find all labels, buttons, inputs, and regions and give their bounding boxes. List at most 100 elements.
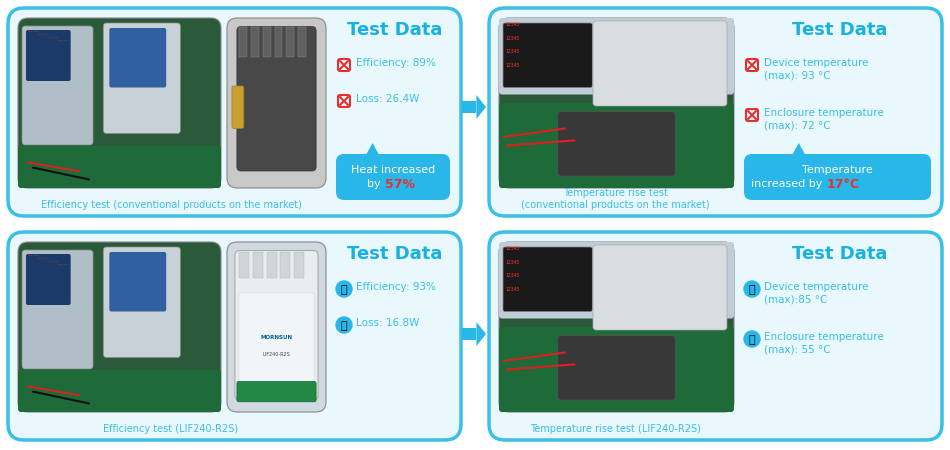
Text: by: by [367, 179, 384, 189]
FancyBboxPatch shape [593, 21, 727, 106]
Text: Efficiency test (LIF240-R2S): Efficiency test (LIF240-R2S) [104, 424, 238, 434]
Text: (max): 93 °C: (max): 93 °C [764, 71, 830, 81]
FancyBboxPatch shape [22, 250, 93, 369]
FancyBboxPatch shape [499, 242, 734, 319]
FancyBboxPatch shape [18, 242, 221, 412]
FancyBboxPatch shape [267, 252, 276, 278]
FancyBboxPatch shape [489, 8, 942, 216]
FancyBboxPatch shape [593, 245, 727, 330]
Text: Efficiency test (conventional products on the market): Efficiency test (conventional products o… [41, 200, 301, 210]
FancyBboxPatch shape [18, 18, 221, 188]
Text: Efficiency: 93%: Efficiency: 93% [356, 282, 436, 292]
Text: Temperature: Temperature [802, 165, 873, 175]
Text: 12345: 12345 [505, 63, 520, 68]
Text: increased by: increased by [750, 179, 826, 189]
Text: ----: ---- [48, 35, 59, 40]
Text: 12345: 12345 [505, 49, 520, 54]
FancyBboxPatch shape [503, 247, 592, 311]
FancyBboxPatch shape [109, 252, 166, 311]
Text: (max): 72 °C: (max): 72 °C [764, 121, 830, 131]
Circle shape [336, 317, 352, 333]
FancyBboxPatch shape [298, 27, 306, 57]
Text: ----: ---- [27, 253, 39, 258]
FancyBboxPatch shape [462, 101, 476, 113]
FancyBboxPatch shape [462, 328, 476, 340]
Text: Efficiency: 89%: Efficiency: 89% [356, 58, 436, 68]
Text: 12345: 12345 [505, 260, 520, 265]
FancyBboxPatch shape [499, 242, 734, 412]
FancyBboxPatch shape [22, 26, 93, 145]
FancyBboxPatch shape [235, 251, 318, 400]
Text: Device temperature: Device temperature [764, 58, 868, 68]
Text: Enclosure temperature: Enclosure temperature [764, 108, 884, 118]
FancyBboxPatch shape [238, 293, 314, 387]
FancyBboxPatch shape [109, 28, 166, 87]
Text: 👍: 👍 [749, 335, 755, 345]
FancyBboxPatch shape [499, 18, 734, 94]
Text: ----: ---- [27, 29, 39, 34]
FancyBboxPatch shape [744, 154, 931, 200]
FancyBboxPatch shape [558, 112, 675, 176]
Text: Test Data: Test Data [348, 245, 443, 263]
Text: Enclosure temperature: Enclosure temperature [764, 332, 884, 342]
Text: ----: ---- [57, 262, 69, 267]
Text: 12345: 12345 [505, 287, 520, 292]
Text: 👍: 👍 [341, 285, 348, 295]
Text: (max):85 °C: (max):85 °C [764, 295, 827, 305]
FancyBboxPatch shape [238, 27, 247, 57]
Polygon shape [367, 143, 378, 154]
FancyBboxPatch shape [503, 23, 592, 88]
Text: Heat increased: Heat increased [351, 165, 435, 175]
Circle shape [336, 281, 352, 297]
Text: Test Data: Test Data [348, 21, 443, 39]
Polygon shape [792, 143, 805, 154]
Text: 12345: 12345 [505, 246, 520, 251]
FancyBboxPatch shape [253, 252, 262, 278]
FancyBboxPatch shape [227, 242, 326, 412]
Text: MORNSUN: MORNSUN [260, 335, 293, 340]
FancyBboxPatch shape [238, 252, 249, 278]
FancyBboxPatch shape [499, 18, 734, 188]
FancyBboxPatch shape [336, 154, 450, 200]
Circle shape [744, 281, 760, 297]
Text: LIF240-R2S: LIF240-R2S [262, 352, 291, 357]
FancyBboxPatch shape [251, 27, 258, 57]
FancyBboxPatch shape [262, 27, 271, 57]
FancyBboxPatch shape [286, 27, 294, 57]
Text: 👍: 👍 [341, 321, 348, 331]
Text: 12345: 12345 [505, 36, 520, 40]
FancyBboxPatch shape [18, 369, 221, 412]
FancyBboxPatch shape [232, 86, 244, 129]
Text: (max): 55 °C: (max): 55 °C [764, 345, 830, 355]
FancyBboxPatch shape [26, 254, 70, 305]
FancyBboxPatch shape [8, 232, 461, 440]
FancyBboxPatch shape [489, 232, 942, 440]
Polygon shape [476, 322, 486, 346]
Circle shape [744, 331, 760, 347]
FancyBboxPatch shape [237, 27, 316, 171]
Text: ----: ---- [37, 256, 48, 261]
FancyBboxPatch shape [227, 18, 326, 188]
Text: 12345: 12345 [505, 22, 520, 27]
Text: Temperature rise test (LIF240-R2S): Temperature rise test (LIF240-R2S) [530, 424, 701, 434]
FancyBboxPatch shape [558, 336, 675, 400]
Text: ----: ---- [57, 38, 69, 43]
Text: 👍: 👍 [749, 285, 755, 295]
Text: 17°C: 17°C [826, 177, 860, 190]
FancyBboxPatch shape [499, 327, 734, 412]
FancyBboxPatch shape [26, 30, 70, 81]
FancyBboxPatch shape [18, 145, 221, 188]
FancyBboxPatch shape [294, 252, 304, 278]
FancyBboxPatch shape [275, 27, 282, 57]
Text: Loss: 16.8W: Loss: 16.8W [356, 318, 419, 328]
Text: Test Data: Test Data [791, 21, 887, 39]
FancyBboxPatch shape [237, 382, 316, 402]
FancyBboxPatch shape [104, 23, 180, 134]
Text: 57%: 57% [385, 177, 415, 190]
FancyBboxPatch shape [280, 252, 291, 278]
Text: 12345: 12345 [505, 273, 520, 278]
Text: Device temperature: Device temperature [764, 282, 868, 292]
FancyBboxPatch shape [499, 103, 734, 188]
Text: Test Data: Test Data [791, 245, 887, 263]
FancyBboxPatch shape [8, 8, 461, 216]
